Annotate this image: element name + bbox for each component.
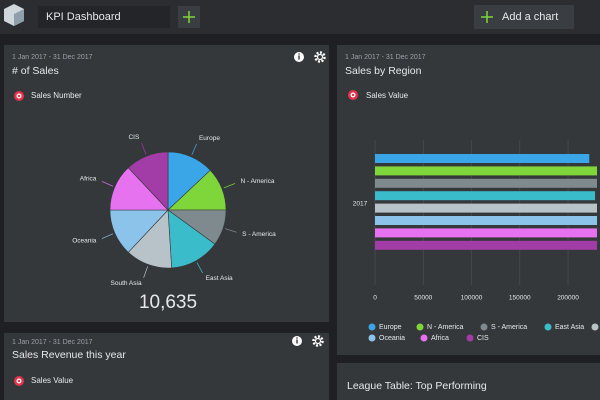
bar-chart: 0 50000 100000 150000 200000 2017 Europe N - Am… <box>353 140 599 342</box>
leader-line <box>141 142 147 155</box>
leader-line <box>224 228 237 233</box>
bar <box>375 154 590 163</box>
leader-line <box>101 181 114 187</box>
panel <box>337 363 600 400</box>
panel-title: Sales by Region <box>345 65 422 77</box>
legend-swatch <box>368 334 376 342</box>
logo <box>4 4 24 26</box>
slice-label: S - America <box>242 231 276 238</box>
x-tick-label: 50000 <box>414 295 432 302</box>
info-button[interactable] <box>292 336 302 346</box>
target-icon <box>14 91 24 101</box>
target-icon <box>348 90 358 100</box>
legend-label: Oceania <box>379 335 405 342</box>
date-range: 1 Jan 2017 - 31 Dec 2017 <box>12 54 93 61</box>
settings-button[interactable] <box>312 335 324 347</box>
dashboard-name-field[interactable] <box>38 6 170 28</box>
x-tick-label: 200000 <box>557 295 579 302</box>
total-value: 10,635 <box>139 292 197 313</box>
bar <box>375 166 597 176</box>
x-tick-label: 100000 <box>461 295 483 302</box>
date-range: 1 Jan 2017 - 31 Dec 2017 <box>12 339 93 346</box>
legend-swatch <box>420 334 428 342</box>
dashboard-title: KPI Dashboard <box>46 11 121 23</box>
legend-swatch <box>544 323 552 331</box>
slice-label: Oceania <box>72 238 97 245</box>
pie-slice <box>167 209 216 269</box>
slice-label: CIS <box>128 134 140 141</box>
add-chart-button[interactable]: Add a chart <box>474 5 574 29</box>
legend-label: S - America <box>491 324 527 331</box>
legend-label: CIS <box>477 335 489 342</box>
x-tick-label: 150000 <box>509 295 531 302</box>
target-icon <box>14 376 24 386</box>
legend-swatch <box>480 323 488 331</box>
date-range: 1 Jan 2017 - 31 Dec 2017 <box>345 54 426 61</box>
slice-label: N - America <box>241 178 275 185</box>
settings-button[interactable] <box>314 51 326 63</box>
legend-label: Europe <box>379 324 402 331</box>
bar <box>375 240 597 250</box>
legend-label: East Asia <box>555 324 584 331</box>
leader-line <box>223 183 236 189</box>
legend-label: N - America <box>427 324 464 331</box>
legend-swatch <box>591 323 599 331</box>
slice-label: South Asia <box>111 280 142 287</box>
leader-line <box>143 266 149 278</box>
pie-slice <box>127 151 169 211</box>
slice-label: East Asia <box>206 275 233 282</box>
legend-swatch <box>416 323 424 331</box>
measure-label: Sales Value <box>366 91 409 100</box>
slice-label: Europe <box>199 135 220 142</box>
panel-title: # of Sales <box>12 65 59 77</box>
info-button[interactable] <box>294 52 304 62</box>
leader-line <box>101 233 114 239</box>
legend-swatch <box>466 334 474 342</box>
bar <box>375 228 597 238</box>
legend-swatch <box>368 323 376 331</box>
add-chart-label: Add a chart <box>502 11 558 23</box>
bar <box>375 216 597 225</box>
legend-label: Africa <box>431 335 449 342</box>
measure-label: Sales Value <box>31 376 74 385</box>
y-tick-label: 2017 <box>353 200 368 207</box>
panel <box>4 333 329 400</box>
bar <box>375 178 597 188</box>
panel-title: Sales Revenue this year <box>12 349 126 361</box>
bar <box>375 191 596 201</box>
panel-title: League Table: Top Performing <box>347 380 487 392</box>
measure-label: Sales Number <box>31 91 82 100</box>
leader-line <box>191 143 197 156</box>
add-dashboard-button[interactable] <box>178 6 200 28</box>
bar <box>375 203 597 213</box>
leader-line <box>196 262 203 274</box>
x-tick-label: 0 <box>373 295 377 302</box>
slice-label: Africa <box>80 176 97 183</box>
